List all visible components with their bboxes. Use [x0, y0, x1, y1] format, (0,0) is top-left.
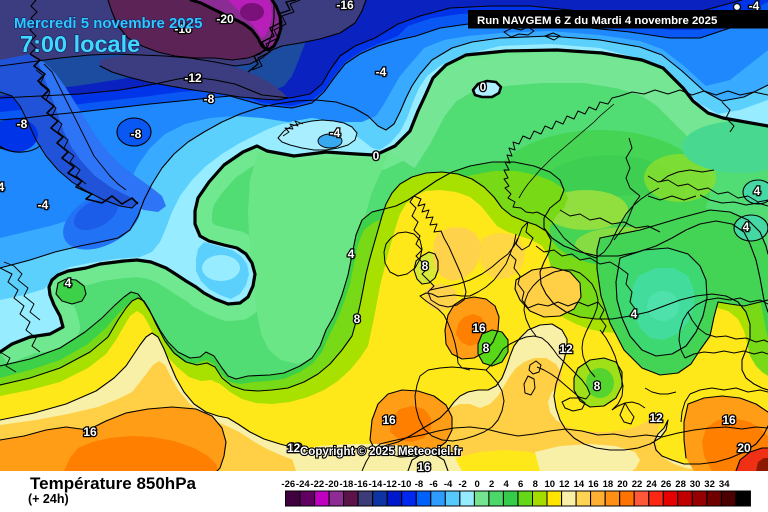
svg-text:4: 4	[504, 479, 510, 490]
svg-text:8: 8	[483, 341, 490, 355]
svg-text:7:00 locale: 7:00 locale	[20, 31, 140, 57]
svg-text:-6: -6	[429, 479, 437, 490]
svg-text:4: 4	[65, 276, 72, 290]
svg-text:-4: -4	[444, 479, 453, 490]
svg-text:24: 24	[646, 479, 657, 490]
svg-text:4: 4	[754, 184, 761, 198]
svg-text:6: 6	[518, 479, 523, 490]
svg-text:-8: -8	[17, 117, 28, 131]
svg-text:8: 8	[422, 259, 429, 273]
svg-text:4: 4	[631, 307, 638, 321]
svg-text:12: 12	[559, 342, 573, 356]
svg-text:16: 16	[417, 460, 431, 474]
svg-text:-4: -4	[330, 126, 341, 140]
svg-text:4: 4	[0, 180, 5, 194]
svg-text:-2: -2	[458, 479, 466, 490]
svg-text:12: 12	[288, 441, 302, 455]
svg-text:-4: -4	[376, 65, 387, 79]
svg-text:12: 12	[649, 411, 663, 425]
svg-text:2: 2	[489, 479, 494, 490]
svg-text:-10: -10	[398, 479, 412, 490]
svg-text:8: 8	[533, 479, 538, 490]
svg-text:Copyright © 2025 Meteociel.fr: Copyright © 2025 Meteociel.fr	[300, 446, 462, 458]
svg-text:-26: -26	[281, 479, 295, 490]
svg-text:0: 0	[480, 80, 487, 94]
svg-text:4: 4	[743, 220, 750, 234]
svg-text:-16: -16	[354, 479, 368, 490]
svg-text:-16: -16	[174, 22, 192, 36]
svg-text:Mercredi 5 novembre 2025: Mercredi 5 novembre 2025	[14, 15, 202, 32]
svg-text:0: 0	[373, 149, 380, 163]
svg-text:14: 14	[574, 479, 585, 490]
svg-text:-8: -8	[131, 127, 142, 141]
svg-text:-14: -14	[369, 479, 383, 490]
svg-text:-4: -4	[38, 198, 49, 212]
svg-text:Run NAVGEM 6 Z du Mardi 4 nove: Run NAVGEM 6 Z du Mardi 4 novembre 2025	[477, 15, 718, 27]
svg-text:-20: -20	[216, 12, 234, 26]
svg-text:30: 30	[690, 479, 701, 490]
svg-text:0: 0	[475, 479, 480, 490]
svg-text:-18: -18	[340, 479, 354, 490]
svg-text:4: 4	[348, 247, 355, 261]
svg-text:20: 20	[737, 441, 751, 455]
svg-text:16: 16	[588, 479, 599, 490]
svg-text:20: 20	[617, 479, 628, 490]
svg-text:12: 12	[559, 479, 570, 490]
svg-text:12: 12	[287, 441, 301, 455]
svg-text:10: 10	[545, 479, 556, 490]
svg-text:-22: -22	[310, 479, 324, 490]
svg-text:16: 16	[382, 413, 396, 427]
svg-text:-20: -20	[325, 479, 339, 490]
svg-text:-12: -12	[184, 71, 202, 85]
svg-text:34: 34	[719, 479, 730, 490]
svg-text:32: 32	[704, 479, 715, 490]
svg-text:16: 16	[722, 413, 736, 427]
svg-text:28: 28	[675, 479, 686, 490]
svg-text:22: 22	[632, 479, 643, 490]
svg-text:8: 8	[594, 379, 601, 393]
svg-text:(+ 24h): (+ 24h)	[28, 492, 69, 506]
svg-text:Température 850hPa: Température 850hPa	[30, 474, 197, 493]
svg-text:-24: -24	[296, 479, 310, 490]
svg-text:-12: -12	[383, 479, 397, 490]
svg-text:-8: -8	[415, 479, 423, 490]
svg-text:-16: -16	[336, 0, 354, 12]
svg-text:-8: -8	[204, 92, 215, 106]
svg-text:8: 8	[354, 312, 361, 326]
svg-text:16: 16	[472, 321, 486, 335]
svg-text:16: 16	[83, 425, 97, 439]
svg-text:18: 18	[603, 479, 614, 490]
svg-text:26: 26	[661, 479, 672, 490]
